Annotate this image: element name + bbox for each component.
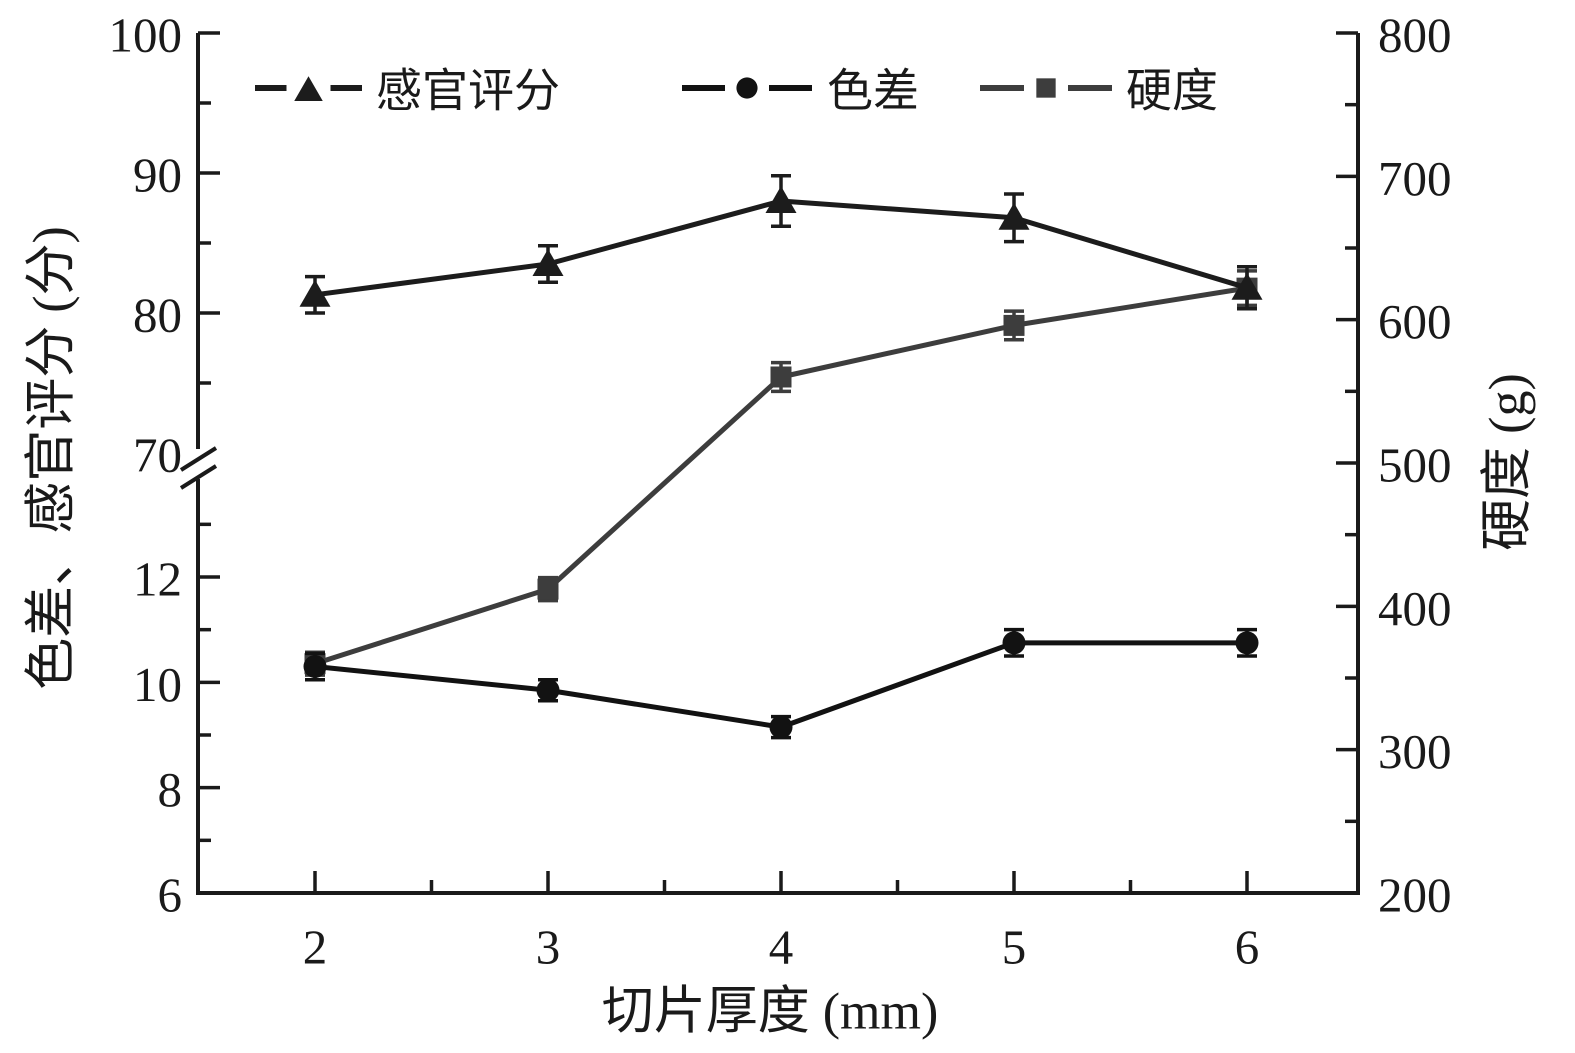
legend-label-color_difference: 色差 xyxy=(827,66,919,117)
chart-generated-content: 70 80 90 100 6 8 10 12 200 300 400 500 600 700 800 2 3 4 5… xyxy=(109,8,1452,975)
circle-marker xyxy=(303,655,327,679)
left-axis-tick-label: 90 xyxy=(133,148,182,203)
left-axis-tick-label: 8 xyxy=(158,762,183,817)
axis-break-slash xyxy=(179,446,218,472)
left-axis-tick-label: 6 xyxy=(158,868,183,923)
series-hardness-line xyxy=(314,285,1248,667)
circle-marker xyxy=(536,678,560,702)
x-axis-tick-label: 4 xyxy=(769,920,794,975)
right-axis-tick-label: 700 xyxy=(1378,151,1452,206)
circle-marker xyxy=(1002,631,1026,655)
triangle-marker xyxy=(294,76,323,102)
triangle-marker xyxy=(1231,272,1263,300)
axis-break-slash xyxy=(179,464,218,490)
circle-marker xyxy=(769,715,793,739)
square-marker xyxy=(537,578,559,600)
square-marker xyxy=(1036,78,1056,98)
left-axis-tick-label: 80 xyxy=(133,288,182,343)
triangle-marker xyxy=(299,279,331,307)
circle-marker xyxy=(736,77,758,99)
series-color_difference-line xyxy=(314,640,1247,730)
x-axis-tick-label: 6 xyxy=(1235,920,1260,975)
square-marker xyxy=(1003,314,1025,336)
left-axis-tick-label: 100 xyxy=(109,8,183,63)
right-axis-tick-label: 300 xyxy=(1378,724,1452,779)
x-axis-title: 切片厚度 (mm) xyxy=(602,984,939,1041)
x-axis-tick-label: 2 xyxy=(303,920,328,975)
triangle-marker xyxy=(998,202,1030,230)
triangle-marker xyxy=(765,186,797,213)
right-axis-tick-label: 600 xyxy=(1378,294,1452,349)
left-y-axis-title: 色差、感官评分 (分) xyxy=(24,226,81,690)
right-axis-tick-label: 800 xyxy=(1378,8,1452,63)
triangle-marker xyxy=(532,249,564,276)
legend-label-hardness: 硬度 xyxy=(1126,66,1218,117)
legend-label-sensory_score: 感官评分 xyxy=(376,66,560,117)
right-axis-tick-label: 400 xyxy=(1378,581,1452,636)
right-axis-tick-label: 500 xyxy=(1378,438,1452,493)
right-y-axis-title: 硬度 (g) xyxy=(1480,373,1537,551)
x-axis-tick-label: 5 xyxy=(1002,920,1027,975)
left-axis-tick-label: 70 xyxy=(133,428,182,483)
left-axis-tick-label: 10 xyxy=(133,657,182,712)
right-axis-tick-label: 200 xyxy=(1378,868,1452,923)
circle-marker xyxy=(1235,631,1259,655)
x-axis-tick-label: 3 xyxy=(536,920,561,975)
square-marker xyxy=(770,366,792,388)
left-axis-tick-label: 12 xyxy=(133,552,182,607)
